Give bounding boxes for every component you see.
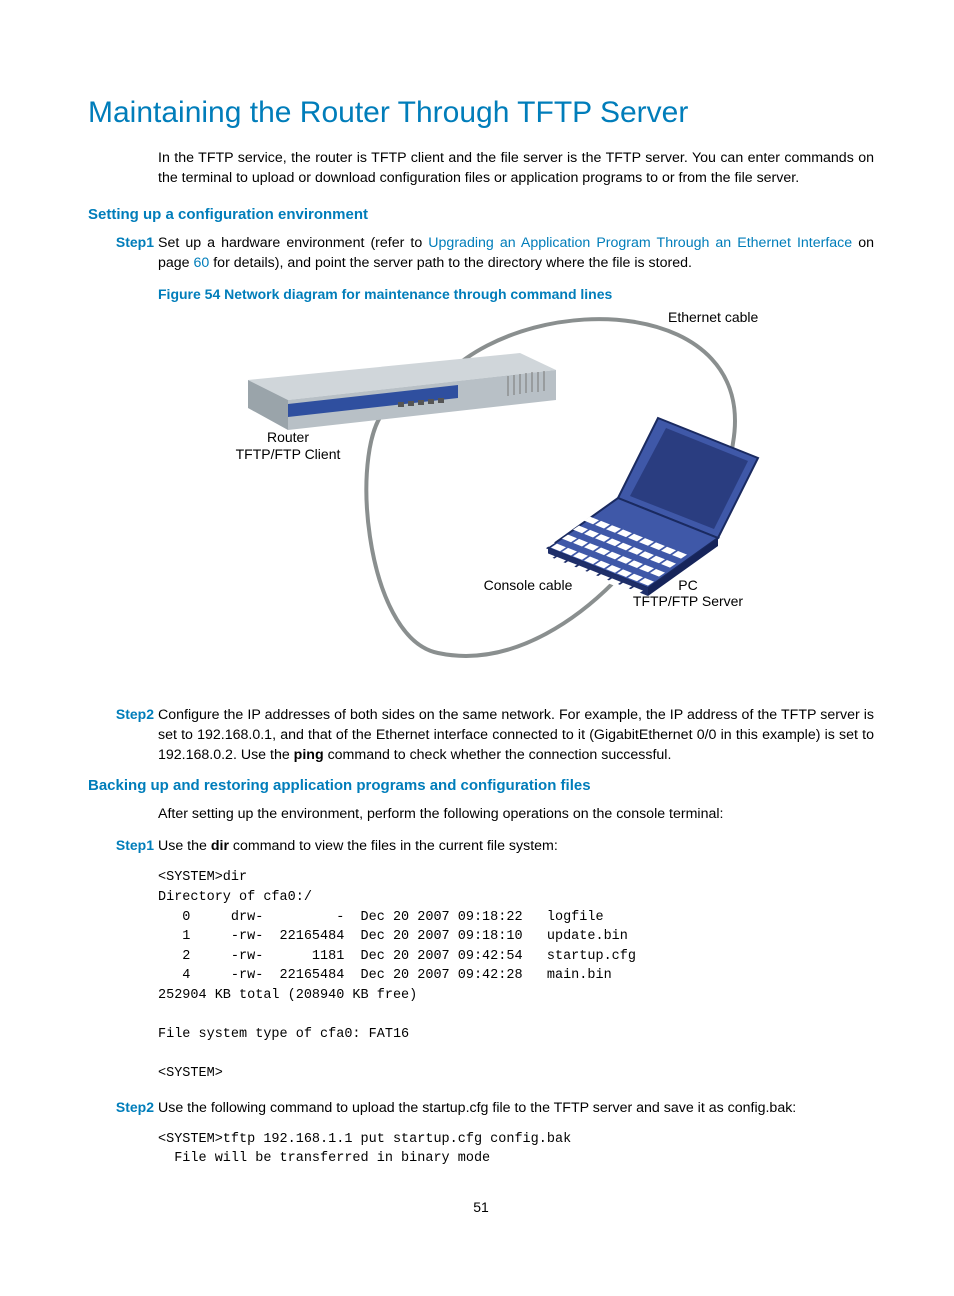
section1-step1: Step1 Set up a hardware environment (ref…	[158, 233, 874, 273]
dir-bold: dir	[211, 838, 229, 854]
step-label: Step1	[110, 836, 154, 856]
svg-text:PC: PC	[678, 577, 697, 593]
network-diagram: Ethernet cable Router TFTP/FTP Client Co…	[158, 308, 874, 683]
section-heading-backup: Backing up and restoring application pro…	[88, 777, 874, 794]
section-heading-setup: Setting up a configuration environment	[88, 206, 874, 223]
step1-text-pre: Set up a hardware environment (refer to	[158, 235, 428, 251]
s2s1-a: Use the	[158, 838, 211, 854]
link-page-60[interactable]: 60	[194, 255, 210, 271]
s2s1-c: command to view the files in the current…	[229, 838, 558, 854]
s2s2-text: Use the following command to upload the …	[158, 1100, 796, 1116]
link-upgrading-app[interactable]: Upgrading an Application Program Through…	[428, 235, 852, 251]
section1-step2: Step2 Configure the IP addresses of both…	[158, 705, 874, 765]
section2-step1: Step1 Use the dir command to view the fi…	[158, 836, 874, 856]
intro-paragraph: In the TFTP service, the router is TFTP …	[158, 148, 874, 188]
code-block-tftp: <SYSTEM>tftp 192.168.1.1 put startup.cfg…	[158, 1130, 874, 1169]
step2-text-c: command to check whether the connection …	[324, 747, 672, 763]
page-title: Maintaining the Router Through TFTP Serv…	[88, 96, 874, 130]
section2-intro: After setting up the environment, perfor…	[158, 804, 874, 824]
step-label: Step2	[110, 1098, 154, 1118]
svg-text:TFTP/FTP Client: TFTP/FTP Client	[236, 446, 341, 462]
svg-text:Ethernet cable: Ethernet cable	[668, 309, 758, 325]
figure-caption: Figure 54 Network diagram for maintenanc…	[158, 286, 874, 302]
svg-text:TFTP/FTP Server: TFTP/FTP Server	[633, 593, 744, 609]
step-label: Step1	[110, 233, 154, 253]
ping-bold: ping	[294, 747, 324, 763]
page-number: 51	[88, 1199, 874, 1215]
step1-text-post: for details), and point the server path …	[209, 255, 692, 271]
svg-text:Router: Router	[267, 429, 309, 445]
code-block-dir: <SYSTEM>dir Directory of cfa0:/ 0 drw- -…	[158, 868, 874, 1083]
step-label: Step2	[110, 705, 154, 725]
section2-step2: Step2 Use the following command to uploa…	[158, 1098, 874, 1118]
svg-text:Console cable: Console cable	[484, 577, 573, 593]
